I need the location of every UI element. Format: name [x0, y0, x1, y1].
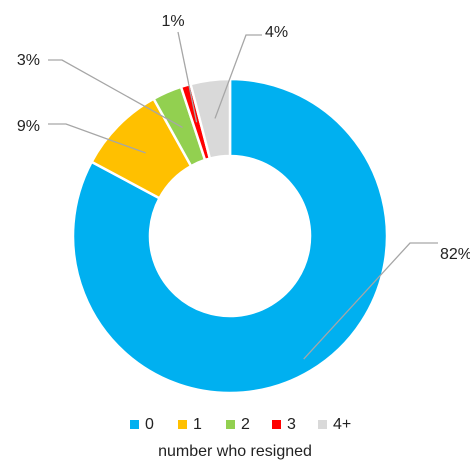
- leader-line: [303, 242, 438, 360]
- data-label: 3%: [17, 52, 40, 69]
- legend-swatch: [272, 420, 281, 429]
- legend-swatch: [130, 420, 139, 429]
- legend-label: 2: [241, 416, 250, 433]
- legend-label: 0: [145, 416, 154, 433]
- donut-slice: [71, 77, 389, 395]
- leader-line: [177, 31, 198, 123]
- data-label: 4%: [265, 24, 288, 41]
- leader-line: [48, 59, 183, 129]
- leader-line: [214, 34, 262, 119]
- donut-slice: [189, 77, 232, 161]
- legend-label: 1: [193, 416, 202, 433]
- leader-line: [48, 123, 146, 154]
- legend-label: 3: [287, 416, 296, 433]
- legend-swatch: [178, 420, 187, 429]
- data-label: 9%: [17, 118, 40, 135]
- legend-swatch: [226, 420, 235, 429]
- legend-title: number who resigned: [158, 443, 312, 460]
- data-label: 82%: [440, 246, 470, 263]
- data-label: 1%: [161, 13, 184, 30]
- legend-label: 4+: [333, 416, 351, 433]
- legend-swatch: [318, 420, 327, 429]
